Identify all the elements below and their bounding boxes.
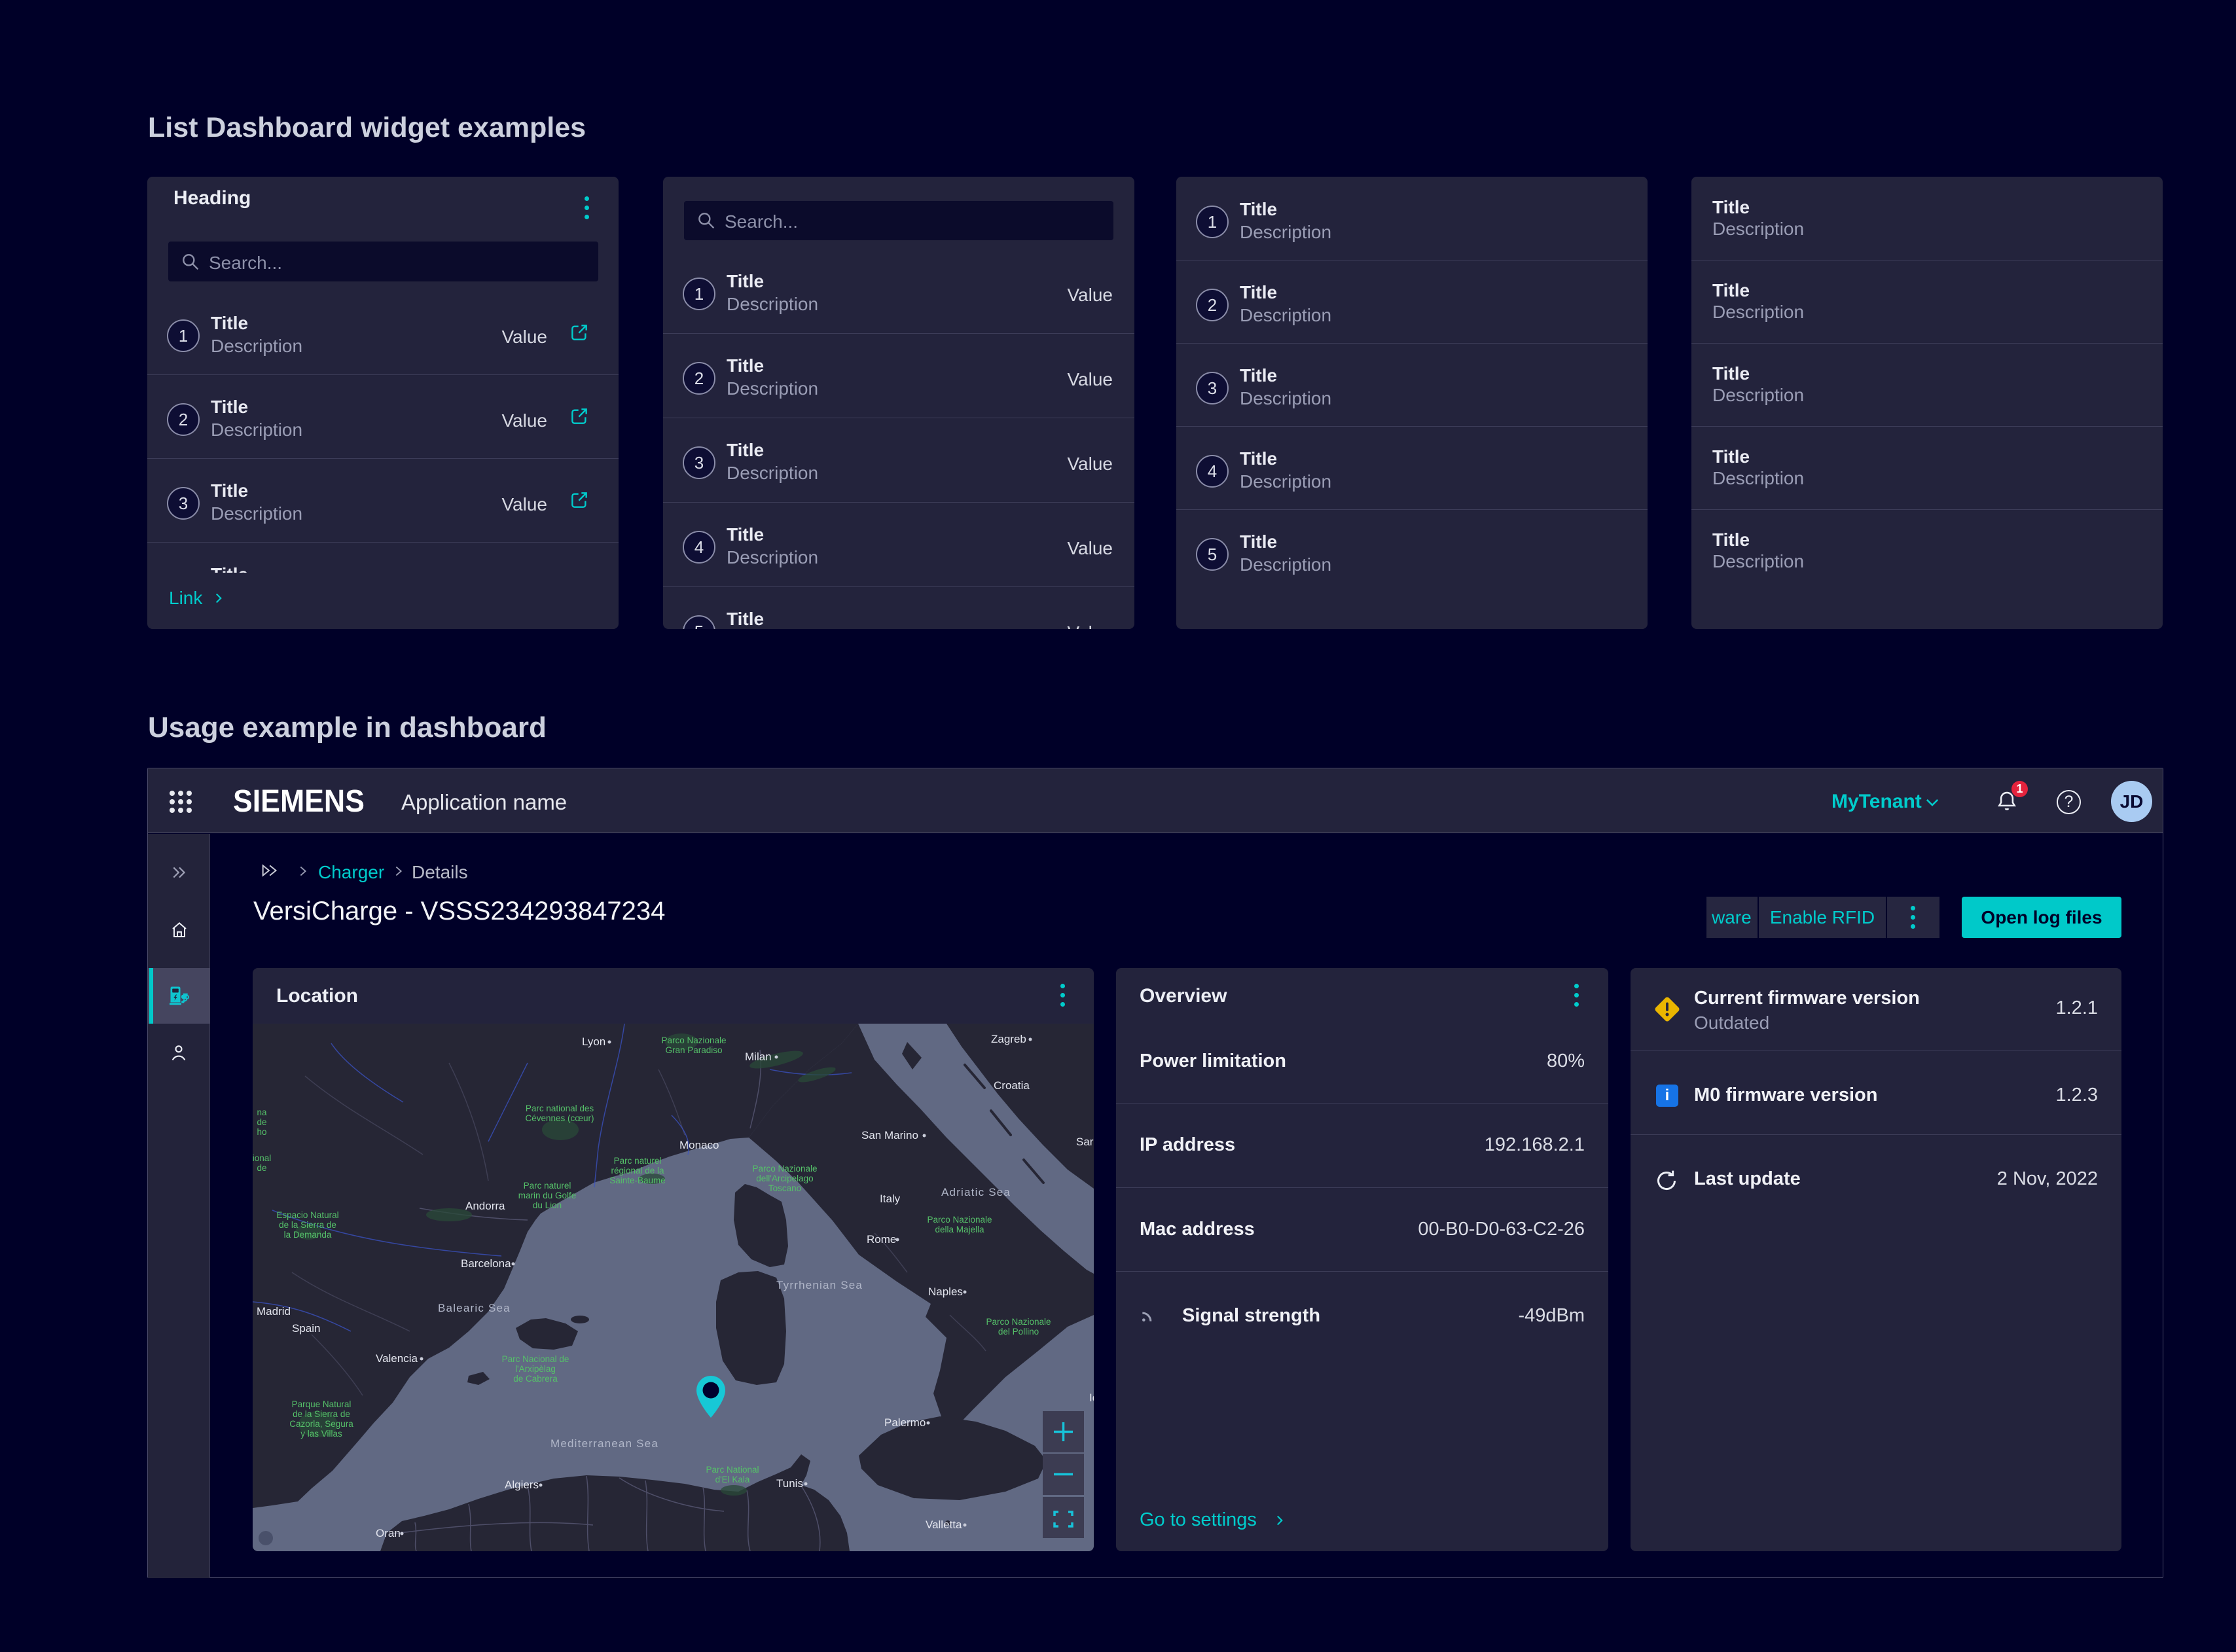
svg-text:Balearic Sea: Balearic Sea xyxy=(438,1302,511,1314)
svg-text:Andorra: Andorra xyxy=(465,1200,505,1212)
svg-text:Madrid: Madrid xyxy=(257,1305,291,1318)
svg-text:Valencia: Valencia xyxy=(376,1352,418,1365)
svg-text:Algiers: Algiers xyxy=(505,1479,539,1491)
svg-text:Adriatic Sea: Adriatic Sea xyxy=(941,1186,1011,1198)
svg-text:Zagreb: Zagreb xyxy=(991,1033,1026,1045)
svg-text:Tunis: Tunis xyxy=(776,1477,803,1490)
svg-text:Monaco: Monaco xyxy=(679,1139,719,1151)
svg-text:Milan: Milan xyxy=(745,1050,772,1063)
svg-text:Tyrrhenian Sea: Tyrrhenian Sea xyxy=(776,1279,863,1291)
svg-text:Lyon: Lyon xyxy=(582,1035,605,1048)
svg-text:Sarajev: Sarajev xyxy=(1076,1136,1094,1148)
svg-text:Croatia: Croatia xyxy=(994,1079,1030,1092)
svg-text:San Marino: San Marino xyxy=(861,1129,918,1141)
svg-text:Rome: Rome xyxy=(867,1233,896,1246)
svg-text:Oran: Oran xyxy=(376,1527,401,1539)
svg-text:Spain: Spain xyxy=(292,1322,320,1335)
svg-text:Italy: Italy xyxy=(880,1193,901,1205)
svg-text:Barcelona: Barcelona xyxy=(461,1257,511,1270)
svg-text:Palermo: Palermo xyxy=(884,1416,926,1429)
svg-text:Io: Io xyxy=(1089,1392,1094,1404)
svg-text:Valletta: Valletta xyxy=(926,1518,962,1531)
svg-text:Naples: Naples xyxy=(928,1285,963,1298)
svg-text:Mediterranean Sea: Mediterranean Sea xyxy=(550,1437,658,1450)
